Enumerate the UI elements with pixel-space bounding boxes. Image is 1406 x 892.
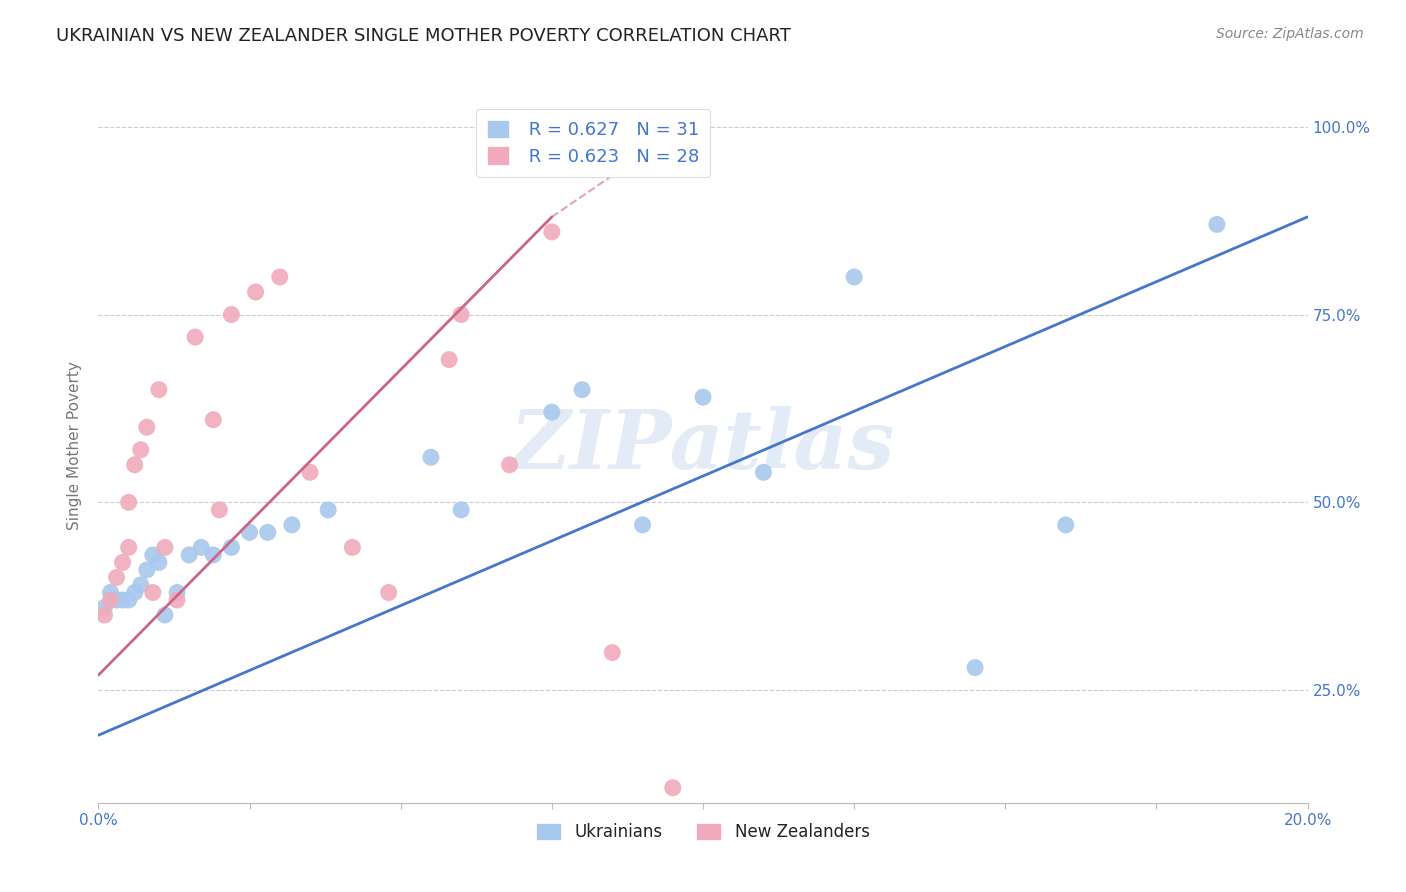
Point	[692, 390, 714, 404]
Point	[179, 548, 201, 562]
Point	[124, 585, 146, 599]
Point	[540, 225, 562, 239]
Text: Source: ZipAtlas.com: Source: ZipAtlas.com	[1216, 27, 1364, 41]
Point	[93, 607, 115, 622]
Point	[190, 541, 212, 555]
Point	[100, 593, 122, 607]
Point	[208, 503, 231, 517]
Point	[281, 517, 304, 532]
Point	[184, 330, 207, 344]
Point	[256, 525, 278, 540]
Point	[844, 270, 866, 285]
Point	[166, 585, 188, 599]
Text: ZIPatlas: ZIPatlas	[510, 406, 896, 486]
Point	[269, 270, 291, 285]
Point	[118, 495, 141, 509]
Point	[299, 465, 322, 479]
Point	[752, 465, 775, 479]
Point	[142, 585, 165, 599]
Point	[100, 585, 122, 599]
Point	[111, 556, 134, 570]
Y-axis label: Single Mother Poverty: Single Mother Poverty	[67, 361, 83, 531]
Point	[571, 383, 593, 397]
Point	[221, 308, 243, 322]
Point	[245, 285, 267, 299]
Point	[965, 660, 987, 674]
Point	[93, 600, 115, 615]
Point	[153, 607, 176, 622]
Point	[342, 541, 364, 555]
Point	[118, 541, 141, 555]
Point	[111, 593, 134, 607]
Point	[450, 503, 472, 517]
Point	[153, 541, 176, 555]
Point	[105, 593, 128, 607]
Point	[437, 352, 460, 367]
Point	[166, 593, 188, 607]
Point	[631, 517, 654, 532]
Point	[129, 442, 152, 457]
Point	[148, 556, 170, 570]
Point	[420, 450, 443, 465]
Point	[142, 548, 165, 562]
Point	[202, 548, 225, 562]
Point	[1054, 517, 1077, 532]
Point	[450, 308, 472, 322]
Point	[377, 585, 399, 599]
Point	[1206, 218, 1229, 232]
Text: UKRAINIAN VS NEW ZEALANDER SINGLE MOTHER POVERTY CORRELATION CHART: UKRAINIAN VS NEW ZEALANDER SINGLE MOTHER…	[56, 27, 792, 45]
Point	[221, 541, 243, 555]
Point	[118, 593, 141, 607]
Legend: Ukrainians, New Zealanders: Ukrainians, New Zealanders	[530, 816, 876, 848]
Point	[202, 413, 225, 427]
Point	[602, 646, 624, 660]
Point	[316, 503, 339, 517]
Point	[135, 563, 157, 577]
Point	[498, 458, 520, 472]
Point	[239, 525, 262, 540]
Point	[129, 578, 152, 592]
Point	[540, 405, 562, 419]
Point	[105, 570, 128, 584]
Point	[135, 420, 157, 434]
Point	[661, 780, 683, 795]
Point	[124, 458, 146, 472]
Point	[148, 383, 170, 397]
